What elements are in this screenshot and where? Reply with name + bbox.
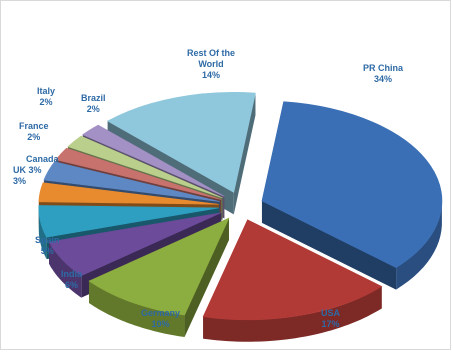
pie-slice-usa	[202, 219, 383, 342]
slice-top	[82, 124, 225, 197]
slice-label-germany: Germany 10%	[141, 308, 180, 330]
slice-label-usa: USA 17%	[321, 308, 340, 330]
pie-slice-pr-china	[261, 101, 443, 290]
slice-top	[48, 212, 222, 277]
slice-top	[55, 147, 222, 200]
slice-name: Canada	[26, 154, 59, 164]
slice-top	[202, 219, 383, 321]
slice-name: France	[19, 121, 49, 131]
slice-label-spain: Spain 5%	[35, 235, 60, 257]
slice-top	[261, 101, 443, 268]
slice-top	[67, 135, 223, 199]
slice-percent-uk: 3%	[13, 176, 27, 186]
slice-percent: 10%	[151, 319, 170, 329]
slice-name: Rest Of the World	[186, 48, 235, 69]
slice-name: PR China	[363, 63, 404, 73]
slice-label-uk: UK 3% 3%	[13, 165, 42, 187]
slice-top	[38, 205, 219, 238]
slice-top	[106, 92, 256, 193]
slice-side	[396, 203, 442, 290]
slice-side	[203, 286, 382, 342]
slice-percent: 2%	[27, 132, 41, 142]
slice-percent: 2%	[86, 104, 100, 114]
slice-percent-canada: 3%	[28, 165, 42, 175]
slice-side	[38, 206, 47, 260]
slice-label-rest-of-world: Rest Of the World 14%	[181, 48, 241, 81]
slice-name: Germany	[141, 308, 181, 318]
pie-slice-germany	[88, 217, 230, 338]
slice-wall	[261, 200, 397, 290]
slice-top	[88, 217, 230, 316]
slice-percent: 6%	[65, 280, 79, 290]
slice-side	[89, 281, 185, 337]
slice-label-france: France 2%	[19, 121, 49, 143]
slice-name: Brazil	[81, 93, 106, 103]
slice-top	[38, 182, 219, 205]
slice-percent: 2%	[39, 97, 53, 107]
slice-label-brazil: Brazil 2%	[81, 93, 106, 115]
slice-name: Italy	[37, 86, 56, 96]
slice-percent: 5%	[40, 246, 54, 256]
slice-name: Spain	[35, 235, 60, 245]
slice-percent: 17%	[321, 319, 340, 329]
slice-wall	[233, 93, 256, 215]
slice-label-pr-china: PR China 34%	[363, 63, 403, 85]
slice-label-canada: Canada	[26, 154, 59, 165]
slice-name: India	[61, 269, 83, 279]
slice-side	[49, 241, 82, 298]
slice-percent: 14%	[201, 70, 220, 80]
slice-label-india: India 6%	[61, 269, 82, 291]
slice-top	[43, 161, 220, 202]
slice-percent: 34%	[374, 74, 393, 84]
slice-wall	[184, 218, 229, 338]
slice-label-italy: Italy 2%	[37, 86, 55, 108]
slice-name: UK	[13, 165, 26, 175]
slice-name: USA	[321, 308, 341, 318]
